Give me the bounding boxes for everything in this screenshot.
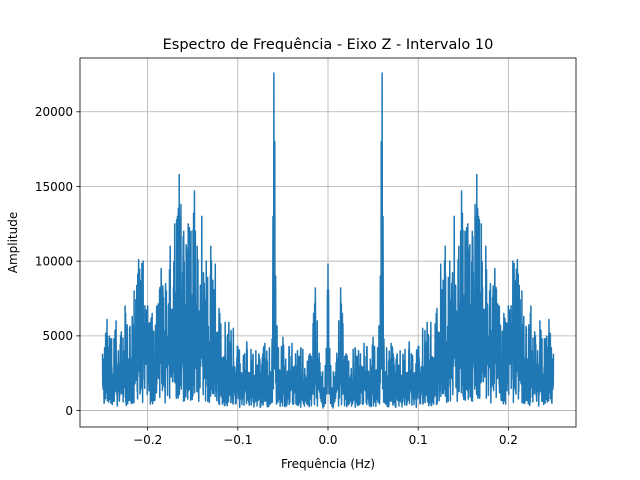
x-tick-label: −0.1 <box>223 433 252 447</box>
x-tick-label: 0.1 <box>409 433 428 447</box>
x-tick-label: 0.2 <box>499 433 518 447</box>
x-tick-label: −0.2 <box>133 433 162 447</box>
x-axis-label: Frequência (Hz) <box>281 457 375 471</box>
y-tick-label: 0 <box>65 404 73 418</box>
x-tick-label: 0.0 <box>318 433 337 447</box>
plot-area <box>101 72 555 409</box>
chart-title: Espectro de Frequência - Eixo Z - Interv… <box>163 37 494 53</box>
series-line <box>101 72 555 409</box>
axis-ticks: −0.2 −0.1 0.0 0.1 0.2 0 5000 10000 15000 20000 <box>35 105 518 447</box>
y-tick-label: 10000 <box>35 254 73 268</box>
y-tick-label: 15000 <box>35 180 73 194</box>
y-tick-label: 20000 <box>35 105 73 119</box>
y-axis-label: Amplitude <box>6 212 20 274</box>
y-tick-label: 5000 <box>42 329 73 343</box>
